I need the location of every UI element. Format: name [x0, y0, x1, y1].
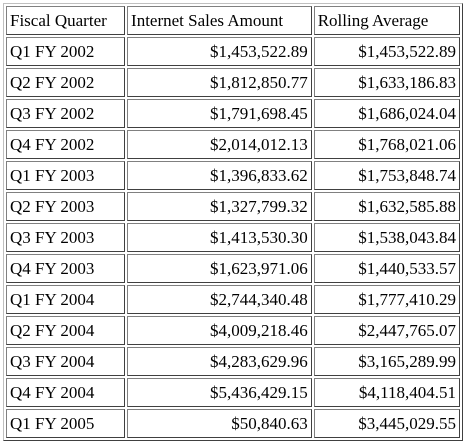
table-row: Q1 FY 2005 $50,840.63 $3,445,029.55: [6, 409, 460, 438]
table-row: Q2 FY 2002 $1,812,850.77 $1,633,186.83: [6, 68, 460, 97]
table-row: Q3 FY 2003 $1,413,530.30 $1,538,043.84: [6, 223, 460, 252]
cell-rolling-average: $2,447,765.07: [313, 316, 460, 345]
cell-fiscal-quarter: Q2 FY 2003: [6, 192, 126, 221]
cell-rolling-average: $4,118,404.51: [313, 378, 460, 407]
cell-rolling-average: $1,777,410.29: [313, 285, 460, 314]
cell-fiscal-quarter: Q1 FY 2005: [6, 409, 126, 438]
table-row: Q4 FY 2004 $5,436,429.15 $4,118,404.51: [6, 378, 460, 407]
header-internet-sales-amount: Internet Sales Amount: [127, 6, 312, 35]
header-row: Fiscal Quarter Internet Sales Amount Rol…: [6, 6, 460, 35]
cell-rolling-average: $1,440,533.57: [313, 254, 460, 283]
table-row: Q2 FY 2003 $1,327,799.32 $1,632,585.88: [6, 192, 460, 221]
cell-rolling-average: $1,768,021.06: [313, 130, 460, 159]
cell-rolling-average: $1,753,848.74: [313, 161, 460, 190]
table-row: Q2 FY 2004 $4,009,218.46 $2,447,765.07: [6, 316, 460, 345]
cell-fiscal-quarter: Q4 FY 2003: [6, 254, 126, 283]
cell-rolling-average: $1,633,186.83: [313, 68, 460, 97]
cell-fiscal-quarter: Q3 FY 2003: [6, 223, 126, 252]
cell-internet-sales-amount: $2,014,012.13: [127, 130, 312, 159]
results-table: Fiscal Quarter Internet Sales Amount Rol…: [3, 3, 463, 441]
header-rolling-average: Rolling Average: [313, 6, 460, 35]
cell-fiscal-quarter: Q4 FY 2002: [6, 130, 126, 159]
table-row: Q4 FY 2002 $2,014,012.13 $1,768,021.06: [6, 130, 460, 159]
cell-rolling-average: $1,453,522.89: [313, 37, 460, 66]
cell-fiscal-quarter: Q3 FY 2004: [6, 347, 126, 376]
cell-rolling-average: $3,165,289.99: [313, 347, 460, 376]
cell-internet-sales-amount: $1,413,530.30: [127, 223, 312, 252]
cell-internet-sales-amount: $1,396,833.62: [127, 161, 312, 190]
cell-internet-sales-amount: $1,812,850.77: [127, 68, 312, 97]
cell-rolling-average: $3,445,029.55: [313, 409, 460, 438]
cell-fiscal-quarter: Q2 FY 2004: [6, 316, 126, 345]
header-fiscal-quarter: Fiscal Quarter: [6, 6, 126, 35]
cell-internet-sales-amount: $2,744,340.48: [127, 285, 312, 314]
cell-internet-sales-amount: $50,840.63: [127, 409, 312, 438]
table-row: Q4 FY 2003 $1,623,971.06 $1,440,533.57: [6, 254, 460, 283]
cell-fiscal-quarter: Q3 FY 2002: [6, 99, 126, 128]
table-row: Q1 FY 2004 $2,744,340.48 $1,777,410.29: [6, 285, 460, 314]
cell-fiscal-quarter: Q2 FY 2002: [6, 68, 126, 97]
cell-rolling-average: $1,632,585.88: [313, 192, 460, 221]
table-row: Q3 FY 2002 $1,791,698.45 $1,686,024.04: [6, 99, 460, 128]
cell-fiscal-quarter: Q1 FY 2002: [6, 37, 126, 66]
cell-internet-sales-amount: $1,791,698.45: [127, 99, 312, 128]
table-row: Q1 FY 2003 $1,396,833.62 $1,753,848.74: [6, 161, 460, 190]
table-row: Q3 FY 2004 $4,283,629.96 $3,165,289.99: [6, 347, 460, 376]
cell-internet-sales-amount: $1,327,799.32: [127, 192, 312, 221]
table-row: Q1 FY 2002 $1,453,522.89 $1,453,522.89: [6, 37, 460, 66]
cell-internet-sales-amount: $4,283,629.96: [127, 347, 312, 376]
cell-fiscal-quarter: Q4 FY 2004: [6, 378, 126, 407]
cell-fiscal-quarter: Q1 FY 2004: [6, 285, 126, 314]
cell-rolling-average: $1,538,043.84: [313, 223, 460, 252]
cell-internet-sales-amount: $5,436,429.15: [127, 378, 312, 407]
cell-rolling-average: $1,686,024.04: [313, 99, 460, 128]
cell-internet-sales-amount: $1,623,971.06: [127, 254, 312, 283]
cell-fiscal-quarter: Q1 FY 2003: [6, 161, 126, 190]
cell-internet-sales-amount: $1,453,522.89: [127, 37, 312, 66]
cell-internet-sales-amount: $4,009,218.46: [127, 316, 312, 345]
